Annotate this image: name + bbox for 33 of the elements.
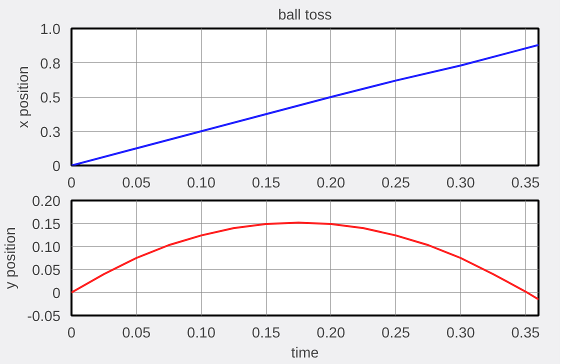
y-tick-label: 0.20 bbox=[32, 194, 61, 210]
y-axis-title: y position bbox=[3, 227, 20, 289]
x-tick-label: 0.25 bbox=[382, 326, 410, 342]
x-tick-label: 0.30 bbox=[446, 326, 475, 342]
y-tick-label: -0.05 bbox=[27, 309, 60, 325]
x-tick-label: 0.35 bbox=[511, 326, 540, 342]
x-tick-label: 0.25 bbox=[382, 176, 410, 192]
y-tick-label: 0.3 bbox=[40, 124, 60, 141]
y-tick-label: 0 bbox=[52, 286, 61, 302]
x-tick-label: 0.35 bbox=[511, 176, 540, 192]
y-tick-label: 0.15 bbox=[32, 217, 61, 233]
x-tick-label: 0 bbox=[67, 176, 76, 192]
x-tick-label: 0.05 bbox=[122, 176, 151, 192]
y-tick-label: 0.5 bbox=[40, 90, 60, 106]
y-tick-label: 0.10 bbox=[32, 240, 61, 256]
x-tick-label: 0.05 bbox=[122, 326, 151, 342]
line-series bbox=[72, 44, 538, 166]
x-tick-label: 0.20 bbox=[316, 176, 346, 192]
y-axis-title: x position bbox=[16, 66, 32, 128]
chart-title: ball toss bbox=[278, 8, 332, 24]
y-tick-label: 0 bbox=[52, 159, 61, 175]
x-tick-label: 0.15 bbox=[252, 176, 280, 192]
x-tick-label: 0.15 bbox=[252, 326, 280, 342]
x-axis-title: time bbox=[291, 346, 319, 362]
x-tick-label: 0.10 bbox=[186, 326, 216, 342]
line-series bbox=[72, 222, 538, 300]
y-tick-label: 0.8 bbox=[40, 56, 60, 72]
y-tick-label: 0.05 bbox=[32, 263, 61, 279]
x-tick-label: 0.20 bbox=[316, 326, 346, 342]
x-tick-label: 0 bbox=[67, 326, 76, 342]
x-tick-label: 0.30 bbox=[446, 176, 475, 192]
y-tick-label: 1.0 bbox=[40, 22, 60, 38]
x-tick-label: 0.10 bbox=[186, 176, 216, 192]
